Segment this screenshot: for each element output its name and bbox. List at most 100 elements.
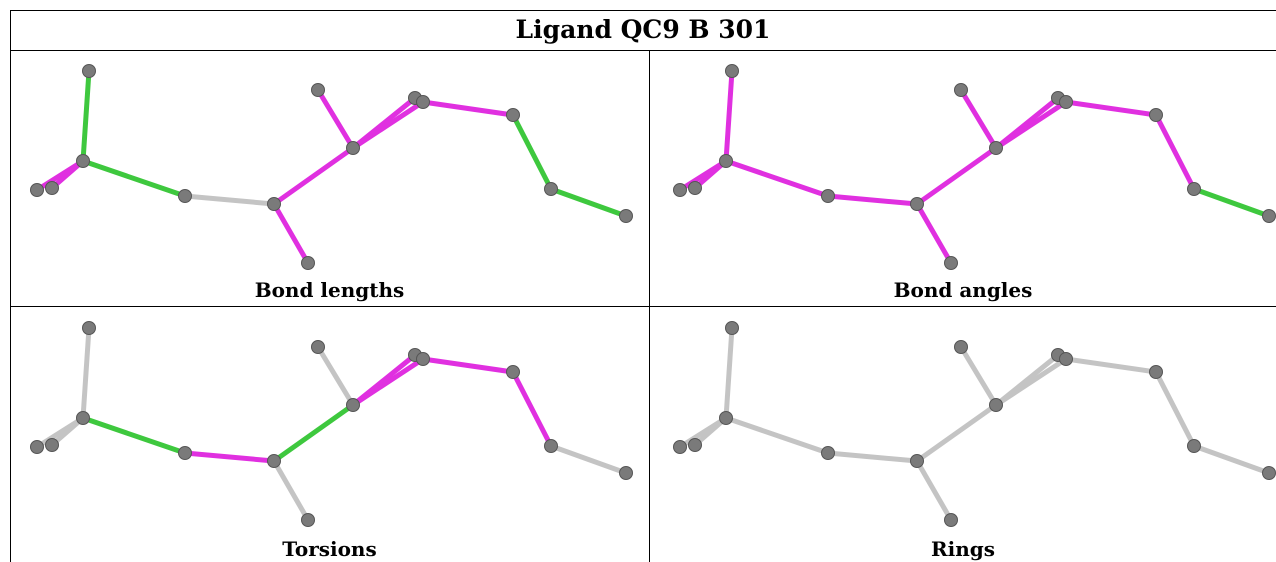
- atom: [30, 183, 44, 197]
- bond: [723, 68, 735, 164]
- bond: [420, 99, 516, 118]
- bond: [1153, 369, 1197, 449]
- bond: [1063, 356, 1159, 375]
- atom: [954, 83, 968, 97]
- bond: [825, 450, 920, 464]
- bond: [958, 344, 999, 408]
- atom: [1149, 108, 1163, 122]
- bond: [182, 450, 277, 464]
- atom: [1262, 209, 1276, 223]
- atom: [178, 189, 192, 203]
- bond: [914, 402, 999, 464]
- panel-rings: Rings: [650, 307, 1276, 562]
- bond: [350, 99, 426, 151]
- ligand-structure-bond-angles: [673, 64, 1276, 270]
- bond: [350, 356, 426, 408]
- bond: [182, 193, 277, 207]
- ligand-structure-rings: [673, 321, 1276, 527]
- bond: [271, 402, 356, 464]
- atom: [30, 440, 44, 454]
- bond: [271, 201, 311, 266]
- bond: [510, 112, 554, 192]
- atom: [76, 411, 90, 425]
- bond: [548, 443, 629, 476]
- atom: [506, 108, 520, 122]
- atom: [989, 141, 1003, 155]
- atom: [944, 256, 958, 270]
- atom: [311, 83, 325, 97]
- bond: [1153, 112, 1197, 192]
- atom: [311, 340, 325, 354]
- bond: [1063, 99, 1159, 118]
- atom: [301, 513, 315, 527]
- atom: [346, 141, 360, 155]
- atom: [416, 352, 430, 366]
- atom: [45, 438, 59, 452]
- atom: [1187, 182, 1201, 196]
- panel-bond-angles: Bond angles: [650, 50, 1276, 306]
- bond: [80, 325, 92, 421]
- figure-frame: Ligand QC9 B 301 Bond lengths Bond angle…: [10, 10, 1276, 562]
- atom: [725, 321, 739, 335]
- atom: [688, 181, 702, 195]
- bond: [271, 145, 356, 207]
- panel-caption: Rings: [930, 537, 995, 561]
- panel-caption: Bond angles: [893, 278, 1033, 302]
- atom: [346, 398, 360, 412]
- figure-title: Ligand QC9 B 301: [515, 15, 771, 44]
- atom: [544, 439, 558, 453]
- bond: [315, 344, 356, 408]
- atom: [82, 321, 96, 335]
- atom: [301, 256, 315, 270]
- atom: [821, 446, 835, 460]
- atom: [719, 411, 733, 425]
- atom: [82, 64, 96, 78]
- atom: [910, 454, 924, 468]
- panel-caption: Torsions: [282, 537, 377, 561]
- bond: [993, 99, 1069, 151]
- panel-caption: Bond lengths: [254, 278, 405, 302]
- atom: [725, 64, 739, 78]
- bond: [914, 201, 954, 266]
- bond: [723, 415, 831, 456]
- atom: [619, 209, 633, 223]
- atom: [76, 154, 90, 168]
- atom: [1059, 352, 1073, 366]
- atom: [1262, 466, 1276, 480]
- panel-torsions: Torsions: [10, 307, 649, 562]
- atom: [506, 365, 520, 379]
- atom: [45, 181, 59, 195]
- atom: [416, 95, 430, 109]
- table-border-middle: [10, 306, 1276, 307]
- ligand-structure-torsions: [30, 321, 633, 527]
- atom: [719, 154, 733, 168]
- bond: [1191, 186, 1272, 219]
- table-border-left: [10, 10, 11, 562]
- bond: [80, 68, 92, 164]
- bond: [420, 356, 516, 375]
- atom: [673, 440, 687, 454]
- atom: [1187, 439, 1201, 453]
- atom: [821, 189, 835, 203]
- bond: [723, 325, 735, 421]
- atom: [267, 197, 281, 211]
- bond: [825, 193, 920, 207]
- bond: [914, 145, 999, 207]
- bond: [271, 458, 311, 523]
- bond: [548, 186, 629, 219]
- bond: [993, 356, 1069, 408]
- atom: [944, 513, 958, 527]
- table-border-top: [10, 10, 1276, 11]
- atom: [178, 446, 192, 460]
- panel-bond-lengths: Bond lengths: [10, 50, 649, 306]
- bond: [80, 158, 188, 199]
- ligand-structure-bond-lengths: [30, 64, 633, 270]
- atom: [544, 182, 558, 196]
- bond: [958, 87, 999, 151]
- atom: [267, 454, 281, 468]
- atom: [989, 398, 1003, 412]
- bond: [1191, 443, 1272, 476]
- atom: [1149, 365, 1163, 379]
- table-border-center: [649, 50, 650, 562]
- atom: [619, 466, 633, 480]
